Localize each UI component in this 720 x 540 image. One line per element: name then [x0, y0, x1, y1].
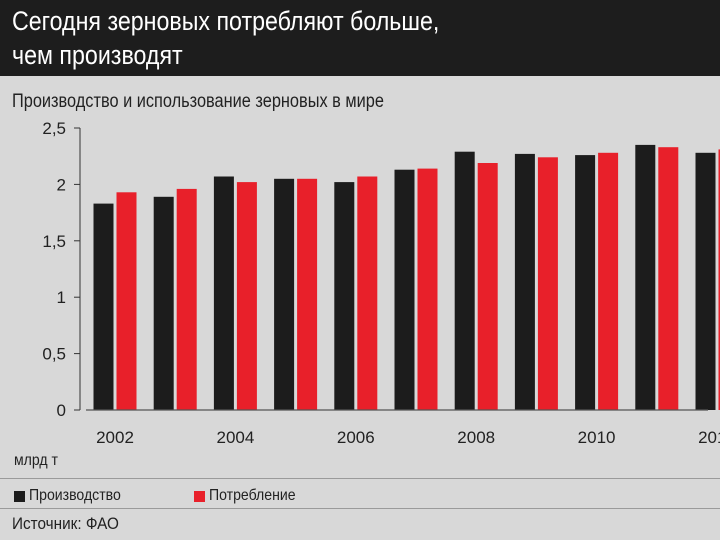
page-title: Сегодня зерновых потребляют больше, чем … — [12, 4, 605, 72]
legend-swatch-consumption — [194, 490, 205, 502]
legend-label-production: Производство — [29, 487, 121, 504]
legend-divider — [0, 478, 720, 479]
x-tick-label: 2002 — [96, 428, 134, 447]
bar-production-2010 — [575, 155, 596, 410]
bar-production-2012 — [695, 152, 716, 411]
bar-consumption-2008 — [477, 163, 498, 410]
bar-consumption-2002 — [116, 192, 137, 410]
y-tick-label: 2 — [57, 175, 66, 194]
legend-swatch-production — [14, 490, 25, 502]
bar-production-2004 — [213, 176, 234, 410]
bar-production-2006 — [334, 182, 355, 410]
y-tick-label: 0 — [57, 401, 66, 420]
x-tick-label: 2004 — [216, 428, 254, 447]
y-tick-label: 1,5 — [42, 232, 66, 251]
bar-production-2002 — [93, 203, 114, 410]
page-title-line-2: чем производят — [12, 40, 183, 70]
y-tick-label: 2,5 — [42, 119, 66, 138]
x-tick-label: 2010 — [578, 428, 616, 447]
bar-production-2005 — [274, 178, 295, 410]
bar-consumption-2012 — [718, 149, 720, 410]
bar-consumption-2003 — [176, 188, 197, 410]
y-axis-unit: млрд т — [14, 452, 58, 469]
bar-consumption-2010 — [598, 152, 619, 411]
bar-production-2003 — [153, 196, 174, 410]
legend-consumption: Потребление — [194, 487, 307, 505]
bar-production-2009 — [514, 153, 535, 410]
bar-consumption-2005 — [297, 178, 318, 410]
x-tick-label: 2008 — [457, 428, 495, 447]
bar-consumption-2009 — [537, 157, 558, 410]
y-tick-label: 1 — [57, 288, 66, 307]
bar-consumption-2006 — [357, 176, 378, 410]
x-tick-label: 2012 — [698, 428, 720, 447]
bar-production-2007 — [394, 169, 415, 410]
chart-title: Производство и использование зерновых в … — [12, 91, 384, 112]
y-tick-label: 0,5 — [42, 345, 66, 364]
x-tick-label: 2006 — [337, 428, 375, 447]
legend-label-consumption: Потребление — [209, 487, 296, 504]
page-title-line-1: Сегодня зерновых потребляют больше, — [12, 6, 440, 36]
bar-consumption-2004 — [236, 182, 257, 410]
bar-production-2011 — [635, 144, 656, 410]
legend-production: Производство — [14, 487, 133, 505]
bar-consumption-2007 — [417, 168, 438, 410]
header-bar: Сегодня зерновых потребляют больше, чем … — [0, 0, 720, 76]
source-note: Источник: ФАО — [12, 514, 119, 533]
bar-production-2008 — [454, 151, 475, 410]
bar-consumption-2011 — [658, 147, 679, 410]
source-divider — [0, 508, 720, 509]
